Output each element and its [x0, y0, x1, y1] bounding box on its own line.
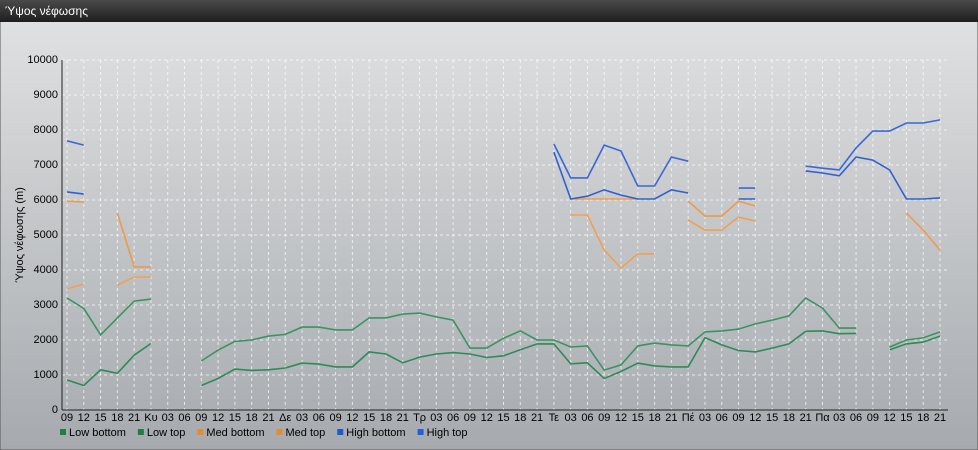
x-tick-label: Πα	[815, 412, 830, 424]
title-bar	[0, 0, 978, 22]
y-tick-label: 7000	[34, 159, 58, 171]
x-tick-label: Δε	[279, 412, 291, 424]
legend-swatch	[197, 429, 204, 435]
x-tick-label: 12	[212, 412, 224, 424]
x-tick-label: 21	[531, 412, 543, 424]
x-tick-label: 09	[732, 412, 744, 424]
x-tick-label: Τε	[549, 412, 560, 424]
x-tick-label: Τρ	[413, 412, 426, 424]
legend-swatch	[276, 429, 283, 435]
x-tick-label: 18	[514, 412, 526, 424]
x-tick-label: 12	[481, 412, 493, 424]
legend-swatch	[337, 429, 344, 435]
y-axis-label: Ύψος νέφωσης (m)	[14, 187, 26, 283]
series-line	[66, 214, 756, 290]
x-tick-label: 15	[632, 412, 644, 424]
series-line	[66, 198, 941, 268]
x-tick-label: 12	[346, 412, 358, 424]
x-tick-label: 06	[850, 412, 862, 424]
x-tick-label: 21	[800, 412, 812, 424]
series-line	[66, 330, 941, 387]
x-tick-label: 15	[363, 412, 375, 424]
y-tick-label: 6000	[34, 194, 58, 206]
x-tick-label: 03	[296, 412, 308, 424]
x-tick-label: 12	[615, 412, 627, 424]
x-tick-label: 15	[900, 412, 912, 424]
y-tick-label: 2000	[34, 334, 58, 346]
x-tick-label: 18	[648, 412, 660, 424]
legend-swatch	[417, 429, 424, 435]
x-tick-label: 03	[833, 412, 845, 424]
legend-label: Med top	[286, 427, 326, 439]
x-tick-label: 09	[195, 412, 207, 424]
legend-swatch	[137, 429, 144, 435]
y-tick-label: 4000	[34, 264, 58, 276]
y-tick-label: 5000	[34, 229, 58, 241]
x-tick-label: 21	[934, 412, 946, 424]
x-tick-label: 21	[397, 412, 409, 424]
x-tick-label: 12	[78, 412, 90, 424]
x-tick-label: 06	[716, 412, 728, 424]
y-tick-label: 9000	[34, 89, 58, 101]
x-tick-label: 09	[867, 412, 879, 424]
x-tick-label: 15	[766, 412, 778, 424]
x-tick-label: 09	[329, 412, 341, 424]
x-tick-label: 18	[917, 412, 929, 424]
x-tick-label: 06	[313, 412, 325, 424]
x-tick-label: 06	[447, 412, 459, 424]
y-tick-label: 10000	[27, 54, 58, 66]
x-tick-label: 15	[229, 412, 241, 424]
legend-label: High bottom	[346, 427, 405, 439]
x-tick-label: 18	[246, 412, 258, 424]
y-tick-label: 3000	[34, 299, 58, 311]
x-tick-label: 09	[61, 412, 73, 424]
series-line	[66, 119, 941, 189]
x-tick-label: Πέ	[682, 412, 695, 424]
y-tick-label: 8000	[34, 124, 58, 136]
legend-label: Low top	[147, 427, 186, 439]
x-tick-label: 21	[262, 412, 274, 424]
x-tick-label: 18	[111, 412, 123, 424]
x-tick-label: 09	[598, 412, 610, 424]
x-tick-label: 03	[699, 412, 711, 424]
x-tick-label: 12	[749, 412, 761, 424]
legend-label: Med bottom	[206, 427, 264, 439]
chart-title: Ύψος νέφωσης	[5, 4, 88, 18]
x-tick-label: 21	[665, 412, 677, 424]
x-tick-label: 15	[497, 412, 509, 424]
x-tick-label: 18	[380, 412, 392, 424]
x-tick-label: 06	[581, 412, 593, 424]
x-tick-label: 21	[128, 412, 140, 424]
x-tick-label: 03	[162, 412, 174, 424]
x-tick-label: 03	[430, 412, 442, 424]
y-tick-label: 1000	[34, 369, 58, 381]
x-tick-label: 03	[565, 412, 577, 424]
x-tick-label: 06	[178, 412, 190, 424]
series-line	[66, 296, 941, 372]
y-tick-label: 0	[52, 404, 58, 416]
x-tick-label: 09	[464, 412, 476, 424]
x-tick-label: 12	[884, 412, 896, 424]
x-tick-label: 15	[94, 412, 106, 424]
legend-swatch	[60, 429, 66, 435]
series-line	[66, 151, 941, 200]
legend-label: Low bottom	[69, 427, 126, 439]
legend-label: High top	[427, 427, 468, 439]
x-tick-label: 18	[783, 412, 795, 424]
x-tick-label: Κυ	[144, 412, 157, 424]
